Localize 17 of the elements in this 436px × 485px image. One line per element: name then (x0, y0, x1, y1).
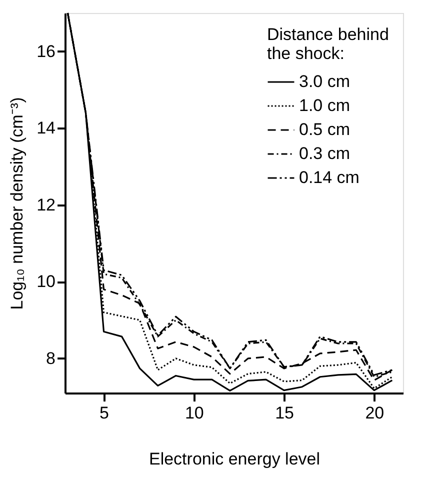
legend-label: 1.0 cm (299, 96, 350, 115)
legend-title: Distance behind the shock: (267, 25, 389, 63)
legend-label: 0.14 cm (299, 168, 360, 187)
x-tick-label: 5 (100, 404, 109, 422)
y-tick-label: 14 (36, 118, 56, 138)
y-axis-title: Log₁₀ number density (cm⁻³) (8, 97, 27, 310)
x-axis-title: Electronic energy level (148, 450, 320, 468)
legend-label: 0.3 cm (299, 144, 350, 163)
y-tick-label: 8 (46, 348, 56, 368)
y-tick-label: 10 (36, 272, 56, 292)
x-tick-label: 10 (184, 404, 204, 422)
y-tick-label: 16 (36, 42, 56, 61)
legend-label: 0.5 cm (299, 120, 350, 139)
x-tick-label: 20 (365, 404, 384, 422)
legend-label: 3.0 cm (299, 72, 350, 91)
x-tick-label: 15 (275, 404, 294, 422)
y-tick-label: 12 (36, 195, 56, 214)
